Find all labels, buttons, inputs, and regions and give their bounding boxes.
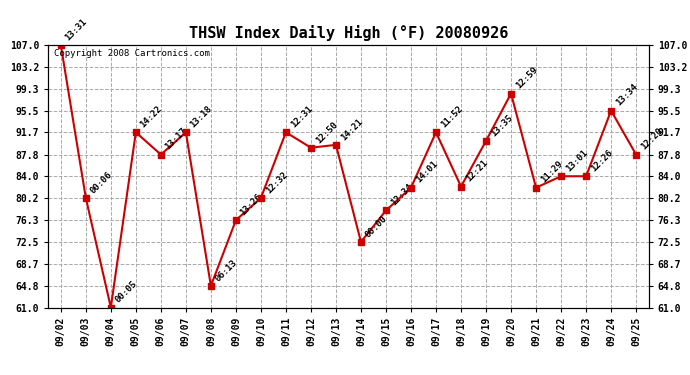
Text: 14:22: 14:22 <box>139 104 164 129</box>
Text: 13:26: 13:26 <box>239 192 264 217</box>
Text: 13:31: 13:31 <box>63 17 89 42</box>
Text: 12:26: 12:26 <box>589 148 614 174</box>
Text: 13:18: 13:18 <box>188 104 214 129</box>
Text: 11:52: 11:52 <box>439 104 464 129</box>
Text: 12:50: 12:50 <box>314 120 339 145</box>
Text: 12:59: 12:59 <box>514 65 539 91</box>
Text: 13:01: 13:01 <box>564 148 589 174</box>
Text: Copyright 2008 Cartronics.com: Copyright 2008 Cartronics.com <box>55 49 210 58</box>
Text: 12:21: 12:21 <box>464 158 489 184</box>
Text: 00:00: 00:00 <box>364 214 389 239</box>
Text: 00:05: 00:05 <box>114 279 139 305</box>
Text: 12:34: 12:34 <box>388 182 414 208</box>
Text: 13:17: 13:17 <box>164 126 189 152</box>
Text: 12:31: 12:31 <box>288 104 314 129</box>
Text: 11:29: 11:29 <box>539 159 564 185</box>
Text: 06:13: 06:13 <box>214 258 239 283</box>
Text: 14:01: 14:01 <box>414 159 439 185</box>
Text: 13:34: 13:34 <box>614 82 639 108</box>
Text: 00:06: 00:06 <box>88 170 114 195</box>
Text: 13:35: 13:35 <box>489 113 514 138</box>
Text: 12:32: 12:32 <box>264 170 289 195</box>
Text: 12:20: 12:20 <box>639 126 664 152</box>
Title: THSW Index Daily High (°F) 20080926: THSW Index Daily High (°F) 20080926 <box>189 25 508 41</box>
Text: 14:21: 14:21 <box>339 117 364 142</box>
